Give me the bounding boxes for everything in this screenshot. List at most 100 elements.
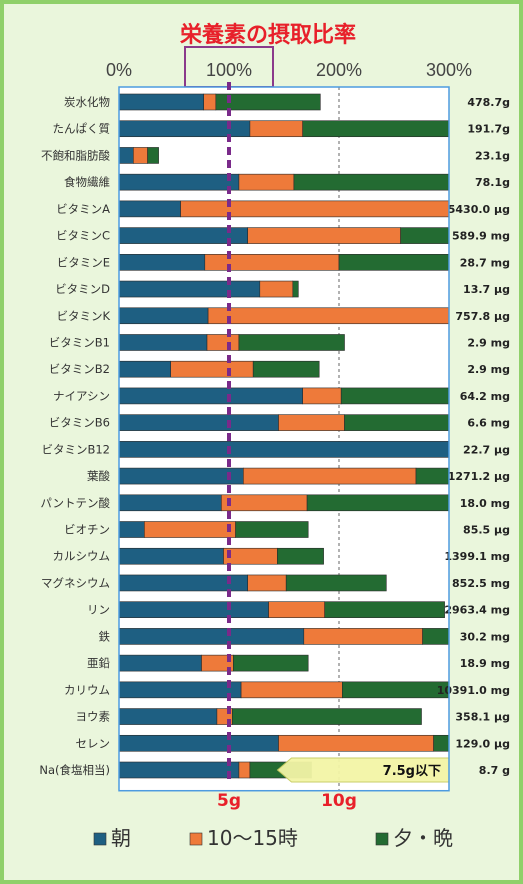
row-label: 鉄 xyxy=(99,629,111,643)
bar-segment xyxy=(238,761,251,779)
bar-segment xyxy=(233,654,309,672)
legend-label: 10～15時 xyxy=(207,826,298,850)
bar-segment xyxy=(292,280,299,298)
bar-segment xyxy=(293,173,450,191)
bar-segment xyxy=(118,200,181,218)
bar-segment xyxy=(341,681,450,699)
row-total: 1271.2 μg xyxy=(448,470,510,483)
row-label: ビタミンB2 xyxy=(49,362,110,376)
bar-segment xyxy=(118,254,206,271)
bar-segment xyxy=(285,574,387,592)
bar-segment xyxy=(118,494,222,512)
bar-segment xyxy=(247,574,287,592)
row-label: ビタミンK xyxy=(56,309,110,323)
row-label: 葉酸 xyxy=(87,469,110,483)
annotation-text: 7.5g以下 xyxy=(383,764,441,779)
bar-segment xyxy=(118,654,202,672)
row-label: たんぱく質 xyxy=(53,122,111,136)
row-total: 589.9 mg xyxy=(452,230,510,243)
bar-segment xyxy=(232,708,422,725)
row-total: 1399.1 mg xyxy=(444,550,510,563)
bar-segment xyxy=(118,360,172,378)
bar-segment xyxy=(344,414,450,431)
row-label: ビタミンB6 xyxy=(49,416,110,430)
row-total: 2.9 mg xyxy=(467,363,510,376)
legend-swatch xyxy=(189,832,203,846)
row-total: 191.7g xyxy=(467,123,510,136)
sodium-axis-label: 5g xyxy=(217,791,241,811)
bar-segment xyxy=(243,467,417,485)
stacked-bar-chart: 栄養素の摂取比率 0% 100% 200% 300% 炭水化物 478.7g たんぱく質 191… xyxy=(39,22,510,850)
bar-segment xyxy=(118,93,204,111)
row-label: ビタミンB1 xyxy=(49,335,110,349)
chart-title: 栄養素の摂取比率 xyxy=(179,22,356,48)
bar-segment xyxy=(118,681,242,699)
bar-segment xyxy=(118,628,305,645)
row-label: カリウム xyxy=(64,683,110,697)
bar-segment xyxy=(118,547,224,565)
x-tick-label: 100% xyxy=(206,60,252,80)
row-total: 30.2 mg xyxy=(460,630,510,643)
row-label: ビタミンA xyxy=(56,202,110,216)
row-label: ビオチン xyxy=(64,523,110,537)
row-total: 2963.4 mg xyxy=(444,604,510,617)
bar-segment xyxy=(118,307,209,325)
row-label: マグネシウム xyxy=(41,576,110,590)
row-total: 18.0 mg xyxy=(460,497,510,510)
bar-segment xyxy=(118,334,208,351)
bar-segment xyxy=(306,494,450,512)
bar-segment xyxy=(303,628,423,645)
bar-segment xyxy=(206,334,240,351)
bar-segment xyxy=(170,360,254,378)
bar-segment xyxy=(240,681,343,699)
x-tick-label: 200% xyxy=(316,60,362,80)
x-tick-label: 0% xyxy=(106,60,132,80)
bar-segment xyxy=(249,120,303,138)
bar-segment xyxy=(400,227,450,244)
row-label: 不飽和脂肪酸 xyxy=(41,148,110,162)
bar-segment xyxy=(118,734,279,752)
row-total: 22.7 μg xyxy=(463,443,510,456)
bar-segment xyxy=(278,734,434,752)
bar-segment xyxy=(215,93,321,111)
row-label: パントテン酸 xyxy=(40,496,110,510)
bar-segment xyxy=(268,601,326,618)
row-label: ヨウ素 xyxy=(76,710,111,724)
row-total: 8.7 g xyxy=(479,764,510,777)
bar-segment xyxy=(340,387,450,405)
row-label: 食物繊維 xyxy=(64,175,110,189)
row-total: 478.7g xyxy=(467,96,510,109)
legend-swatch xyxy=(375,832,389,846)
row-total: 2.9 mg xyxy=(467,336,510,349)
bar-segment xyxy=(278,414,345,431)
row-total: 28.7 mg xyxy=(460,256,510,269)
row-total: 23.1g xyxy=(475,149,510,162)
row-total: 18.9 mg xyxy=(460,657,510,670)
bar-segment xyxy=(118,708,218,725)
row-total: 358.1 μg xyxy=(455,711,510,724)
bar-segment xyxy=(133,147,148,164)
row-total: 5430.0 μg xyxy=(448,203,510,216)
bar-segment xyxy=(302,120,450,138)
row-label: ビタミンB12 xyxy=(41,442,110,456)
bar-segment xyxy=(252,360,320,378)
row-label: リン xyxy=(87,603,110,617)
row-total: 6.6 mg xyxy=(467,417,510,430)
bar-segment xyxy=(118,280,261,298)
bar-segment xyxy=(324,601,445,618)
bar-segment xyxy=(207,307,450,325)
row-label: 炭水化物 xyxy=(64,95,110,109)
bar-segment xyxy=(223,547,278,565)
row-label: Na(食塩相当) xyxy=(39,763,110,777)
row-label: カルシウム xyxy=(53,549,111,563)
row-label: 亜鉛 xyxy=(87,656,110,670)
row-total: 13.7 μg xyxy=(463,283,510,296)
bar-segment xyxy=(238,173,295,191)
row-total: 64.2 mg xyxy=(460,390,510,403)
bar-segment xyxy=(259,280,294,298)
bar-segment xyxy=(118,601,269,618)
row-label: ナイアシン xyxy=(53,389,110,403)
legend-swatch xyxy=(93,832,107,846)
row-total: 78.1g xyxy=(475,176,510,189)
